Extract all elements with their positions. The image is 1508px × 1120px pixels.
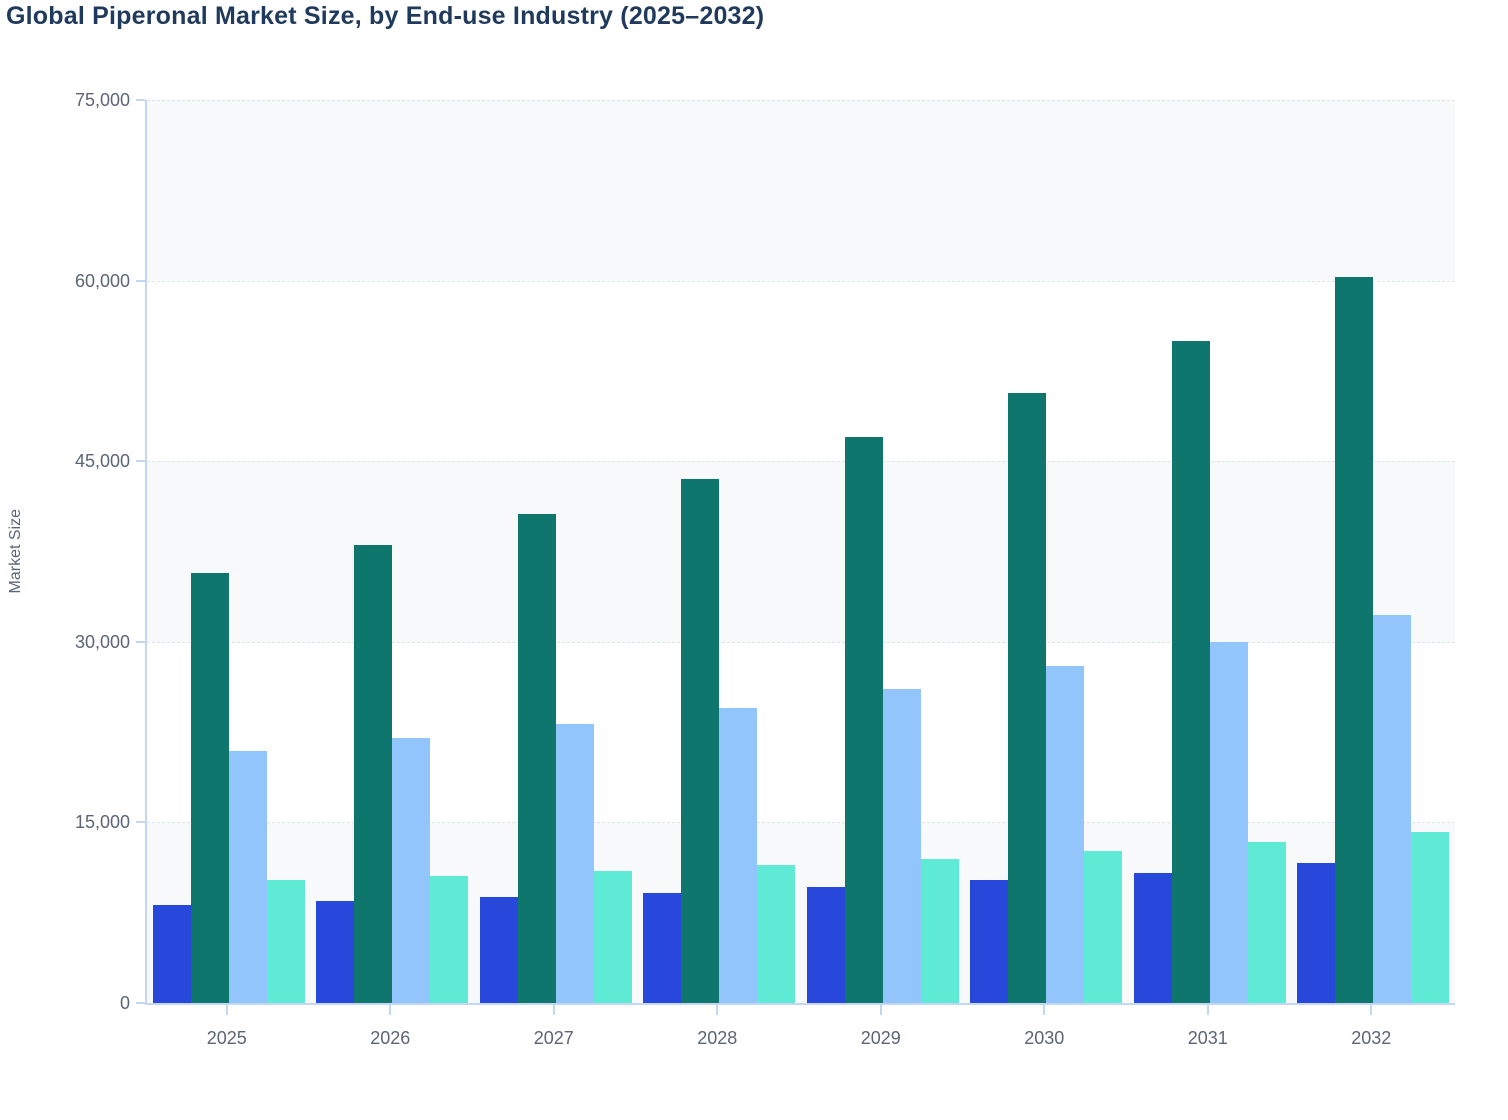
gridline-60000 <box>147 280 1455 282</box>
y-tick-mark-30000 <box>136 640 145 643</box>
bar-series-1-dark-blue-2031[interactable] <box>1133 872 1172 1003</box>
y-tick-mark-60000 <box>136 279 145 282</box>
bar-series-4-mint-2027[interactable] <box>593 870 632 1003</box>
x-tick-label-2029: 2029 <box>860 1028 901 1048</box>
bar-series-3-light-blue-2030[interactable] <box>1046 665 1085 1003</box>
y-tick-mark-15000 <box>136 821 145 824</box>
x-tick-mark-2027 <box>552 1005 555 1015</box>
x-tick-mark-2031 <box>1206 1005 1209 1015</box>
y-tick-mark-0 <box>136 1002 145 1004</box>
x-tick-mark-2030 <box>1043 1005 1046 1015</box>
y-axis-title: Market Size <box>7 509 24 594</box>
y-tick-label-60000: 60,000 <box>74 270 130 291</box>
x-tick-label-2031: 2031 <box>1187 1028 1228 1048</box>
bar-series-3-light-blue-2032[interactable] <box>1373 615 1412 1003</box>
x-tick-mark-2028 <box>716 1005 719 1015</box>
x-tick-mark-2029 <box>879 1005 882 1015</box>
x-tick-label-2025: 2025 <box>206 1028 247 1048</box>
bar-series-2-teal-2030[interactable] <box>1008 392 1047 1003</box>
x-tick-label-2032: 2032 <box>1351 1028 1392 1048</box>
x-tick-label-2026: 2026 <box>370 1028 411 1048</box>
y-tick-label-75000: 75,000 <box>74 90 130 110</box>
plot-area <box>145 100 1455 1005</box>
bar-series-4-mint-2031[interactable] <box>1247 841 1286 1003</box>
bar-series-1-dark-blue-2030[interactable] <box>970 880 1009 1003</box>
y-tick-mark-45000 <box>136 460 145 463</box>
y-axis-title-wrap: Market Size <box>2 100 30 1003</box>
y-tick-label-30000: 30,000 <box>74 631 130 652</box>
bar-series-4-mint-2028[interactable] <box>757 864 796 1003</box>
bar-series-4-mint-2030[interactable] <box>1084 851 1123 1003</box>
bar-series-2-teal-2027[interactable] <box>517 514 556 1003</box>
bar-series-1-dark-blue-2028[interactable] <box>643 892 682 1003</box>
x-tick-mark-2026 <box>389 1005 392 1015</box>
gridline-15000 <box>147 822 1455 824</box>
chart-title: Global Piperonal Market Size, by End-use… <box>6 2 765 30</box>
bar-series-4-mint-2025[interactable] <box>266 880 305 1003</box>
bar-series-4-mint-2029[interactable] <box>920 858 959 1003</box>
gridline-75000 <box>147 100 1455 101</box>
bar-series-3-light-blue-2026[interactable] <box>392 738 431 1003</box>
bar-series-2-teal-2026[interactable] <box>354 545 393 1003</box>
bar-series-2-teal-2031[interactable] <box>1171 340 1210 1003</box>
bar-series-3-light-blue-2031[interactable] <box>1209 641 1248 1003</box>
bar-series-3-light-blue-2025[interactable] <box>228 751 267 1003</box>
x-tick-label-2027: 2027 <box>533 1028 574 1048</box>
bar-series-1-dark-blue-2025[interactable] <box>152 905 191 1003</box>
x-tick-mark-2025 <box>225 1005 228 1015</box>
bar-series-2-teal-2025[interactable] <box>190 573 229 1003</box>
gridline-45000 <box>147 461 1455 463</box>
x-tick-mark-2032 <box>1370 1005 1373 1015</box>
bar-series-2-teal-2032[interactable] <box>1335 277 1374 1003</box>
bar-series-3-light-blue-2027[interactable] <box>555 723 594 1003</box>
gridline-30000 <box>147 641 1455 643</box>
y-tick-label-0: 0 <box>119 993 130 1013</box>
bar-series-2-teal-2029[interactable] <box>844 437 883 1003</box>
bar-series-3-light-blue-2028[interactable] <box>719 708 758 1003</box>
bar-series-1-dark-blue-2027[interactable] <box>479 897 518 1003</box>
x-tick-label-2030: 2030 <box>1024 1028 1065 1048</box>
y-tick-mark-75000 <box>136 99 145 101</box>
bar-series-4-mint-2032[interactable] <box>1411 832 1450 1003</box>
bar-series-3-light-blue-2029[interactable] <box>882 688 921 1003</box>
bar-series-4-mint-2026[interactable] <box>430 875 469 1003</box>
bar-series-1-dark-blue-2032[interactable] <box>1297 863 1336 1003</box>
bar-series-1-dark-blue-2026[interactable] <box>316 901 355 1003</box>
y-tick-label-45000: 45,000 <box>74 451 130 472</box>
bar-series-1-dark-blue-2029[interactable] <box>806 887 845 1003</box>
x-tick-label-2028: 2028 <box>697 1028 738 1048</box>
y-tick-label-15000: 15,000 <box>74 812 130 833</box>
bar-series-2-teal-2028[interactable] <box>681 479 720 1003</box>
